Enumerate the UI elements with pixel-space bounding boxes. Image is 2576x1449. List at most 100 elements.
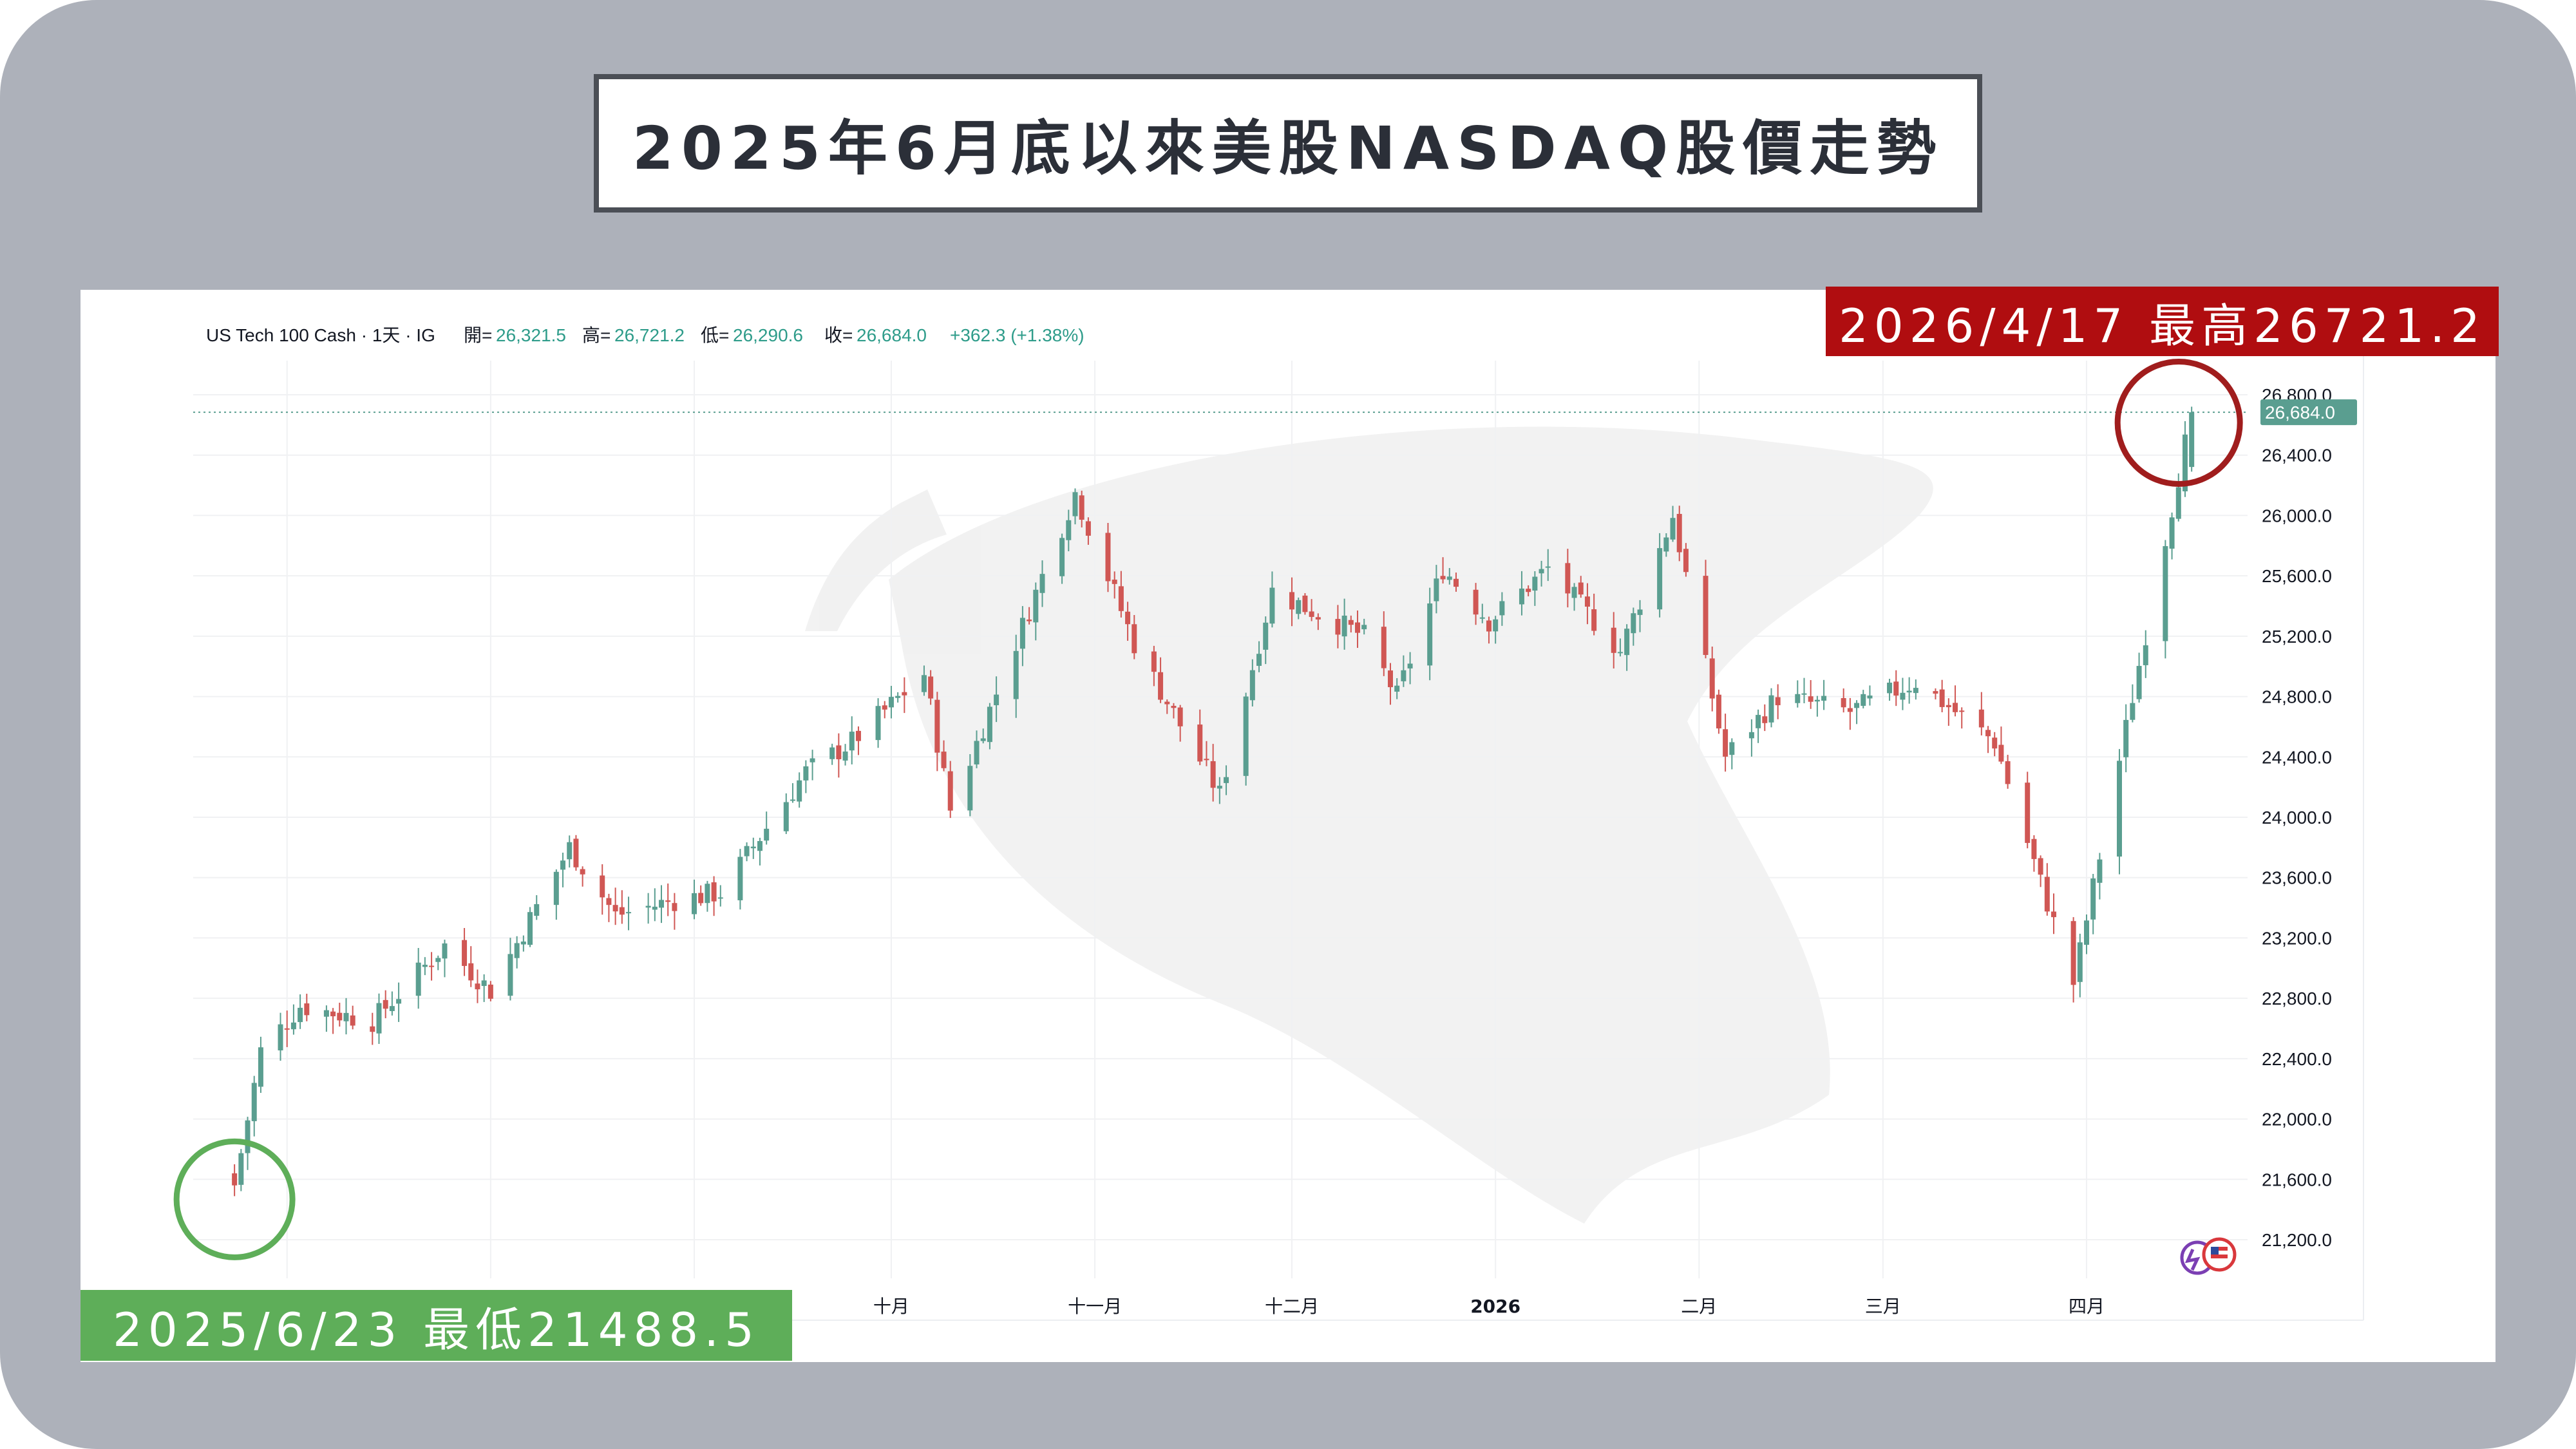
candle-body [1795, 694, 1801, 703]
candle [1939, 679, 1945, 712]
candle [1959, 707, 1965, 729]
candle [2077, 933, 2083, 998]
candle-body [2090, 878, 2096, 920]
candle [1998, 726, 2004, 764]
candle [396, 982, 402, 1022]
candle [1072, 488, 1078, 525]
candle [580, 866, 585, 887]
candle-body [1289, 592, 1295, 610]
candle [2136, 652, 2142, 703]
candle-body [626, 912, 632, 914]
candle-body [298, 1007, 303, 1023]
candle [1158, 657, 1164, 703]
x-tick-label: 2026 [1470, 1296, 1520, 1317]
candle [1532, 571, 1538, 606]
candle-body [330, 1011, 336, 1017]
candle [1985, 726, 1991, 753]
candle-body [1066, 520, 1072, 540]
candle-body [1132, 624, 1137, 654]
candle-body [251, 1083, 257, 1121]
candle-body [475, 983, 480, 990]
candle-body [1617, 652, 1623, 654]
candle-body [619, 907, 625, 915]
candle-body [1085, 521, 1091, 536]
legend-low-label: 低= [701, 325, 729, 345]
candle [967, 754, 973, 817]
candle-body [1861, 694, 1866, 706]
candle [803, 760, 809, 793]
candle-body [337, 1012, 343, 1021]
candle-body [232, 1173, 238, 1186]
candle [1066, 509, 1072, 551]
candle-body [875, 706, 881, 741]
candle [1946, 698, 1951, 726]
candle [764, 811, 770, 845]
candle-body [783, 802, 789, 831]
candle-body [1315, 617, 1321, 620]
candle-body [304, 1003, 310, 1016]
candle [1407, 652, 1413, 685]
candle [2038, 855, 2043, 887]
candle [1887, 679, 1893, 701]
candle [422, 957, 428, 976]
candle-body [895, 696, 901, 698]
candle [298, 994, 303, 1029]
candle [1388, 663, 1393, 705]
candle-body [2084, 920, 2089, 945]
candle-body [567, 842, 573, 860]
candle [2031, 835, 2037, 872]
candle [1381, 611, 1387, 676]
candle-body [1269, 587, 1275, 624]
candle [1151, 645, 1157, 687]
candle [1125, 601, 1131, 641]
candle [1486, 616, 1492, 644]
candle [290, 1004, 296, 1035]
candle [560, 853, 566, 887]
candle-body [1151, 651, 1157, 672]
candle-body [1479, 617, 1485, 619]
candle-body [1591, 609, 1597, 631]
candle-body [612, 905, 618, 912]
candle [1289, 577, 1295, 627]
candle-body [1341, 615, 1347, 637]
candle-body [1565, 563, 1571, 594]
candle [534, 895, 540, 920]
y-tick-label: 26,400.0 [2262, 446, 2332, 466]
candle-body [1249, 670, 1255, 701]
candle [902, 677, 907, 714]
candle-body [245, 1120, 251, 1153]
candle [1355, 610, 1361, 649]
candle [415, 947, 421, 1009]
candle [1112, 571, 1117, 599]
candle-body [1059, 538, 1065, 576]
candle [1953, 685, 1958, 717]
candle-body [921, 675, 927, 692]
candle-body [1985, 730, 1991, 737]
y-tick-label: 21,600.0 [2262, 1170, 2332, 1189]
candle-body [1125, 611, 1131, 625]
candle [2025, 772, 2031, 849]
x-tick-label: 十二月 [1265, 1296, 1319, 1317]
candle-body [1703, 576, 1709, 656]
candle-body [573, 838, 579, 867]
candle [1224, 765, 1229, 795]
candle-body [829, 747, 835, 759]
candle-body [810, 758, 815, 762]
candle-body [744, 846, 750, 857]
candle-body [1158, 672, 1164, 700]
candle [1775, 684, 1781, 719]
candle [1479, 603, 1485, 623]
candle [1847, 697, 1853, 730]
candle-body [842, 751, 848, 761]
candle [1309, 599, 1314, 621]
candle [855, 726, 861, 755]
candle [1401, 655, 1406, 687]
candles [232, 406, 2195, 1197]
legend-open-value: 26,321.5 [496, 325, 566, 345]
candle [606, 893, 612, 922]
candle-body [1434, 578, 1439, 601]
candle [744, 842, 750, 862]
candle-body [994, 694, 999, 706]
candle [1256, 641, 1262, 672]
candle-body [928, 676, 934, 699]
